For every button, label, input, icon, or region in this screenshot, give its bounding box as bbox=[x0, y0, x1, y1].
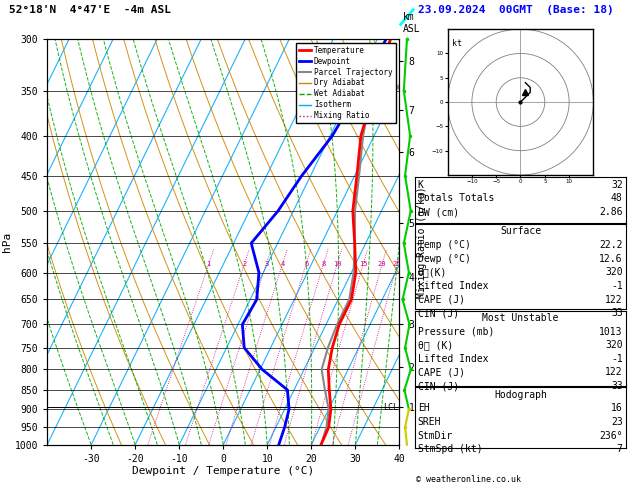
Text: CAPE (J): CAPE (J) bbox=[418, 295, 465, 305]
Text: 10: 10 bbox=[333, 261, 342, 267]
Text: 122: 122 bbox=[605, 295, 623, 305]
Text: Totals Totals: Totals Totals bbox=[418, 193, 494, 204]
Text: Lifted Index: Lifted Index bbox=[418, 354, 488, 364]
Text: Most Unstable: Most Unstable bbox=[482, 313, 559, 323]
Text: StmDir: StmDir bbox=[418, 431, 453, 441]
Text: 1: 1 bbox=[207, 261, 211, 267]
Text: CAPE (J): CAPE (J) bbox=[418, 367, 465, 378]
Text: 33: 33 bbox=[611, 308, 623, 318]
Text: Lifted Index: Lifted Index bbox=[418, 281, 488, 291]
Text: StmSpd (kt): StmSpd (kt) bbox=[418, 444, 482, 454]
Text: 25: 25 bbox=[393, 261, 401, 267]
Text: 22.2: 22.2 bbox=[599, 240, 623, 250]
Text: 52°18'N  4°47'E  -4m ASL: 52°18'N 4°47'E -4m ASL bbox=[9, 4, 172, 15]
Text: 236°: 236° bbox=[599, 431, 623, 441]
Text: 2.86: 2.86 bbox=[599, 207, 623, 217]
Text: 8: 8 bbox=[321, 261, 326, 267]
Text: 15: 15 bbox=[359, 261, 367, 267]
Text: 20: 20 bbox=[378, 261, 386, 267]
Text: CIN (J): CIN (J) bbox=[418, 308, 459, 318]
Text: θᴀ (K): θᴀ (K) bbox=[418, 340, 453, 350]
Text: -1: -1 bbox=[611, 354, 623, 364]
X-axis label: Dewpoint / Temperature (°C): Dewpoint / Temperature (°C) bbox=[132, 467, 314, 476]
Text: 16: 16 bbox=[611, 403, 623, 414]
Text: Temp (°C): Temp (°C) bbox=[418, 240, 470, 250]
Text: 7: 7 bbox=[617, 444, 623, 454]
Text: Surface: Surface bbox=[500, 226, 541, 237]
Text: 12.6: 12.6 bbox=[599, 254, 623, 264]
Text: 23: 23 bbox=[611, 417, 623, 427]
Text: Dewp (°C): Dewp (°C) bbox=[418, 254, 470, 264]
Text: 2: 2 bbox=[242, 261, 247, 267]
Y-axis label: hPa: hPa bbox=[2, 232, 12, 252]
Text: Hodograph: Hodograph bbox=[494, 390, 547, 400]
Text: θᴀ(K): θᴀ(K) bbox=[418, 267, 447, 278]
Y-axis label: Mixing Ratio (g/kg): Mixing Ratio (g/kg) bbox=[417, 186, 427, 297]
Text: 6: 6 bbox=[304, 261, 308, 267]
Legend: Temperature, Dewpoint, Parcel Trajectory, Dry Adiabat, Wet Adiabat, Isotherm, Mi: Temperature, Dewpoint, Parcel Trajectory… bbox=[296, 43, 396, 123]
Text: K: K bbox=[418, 180, 423, 190]
Text: Pressure (mb): Pressure (mb) bbox=[418, 327, 494, 337]
Text: 4: 4 bbox=[281, 261, 285, 267]
Text: 122: 122 bbox=[605, 367, 623, 378]
Text: -1: -1 bbox=[611, 281, 623, 291]
Text: 3: 3 bbox=[264, 261, 269, 267]
Text: 320: 320 bbox=[605, 267, 623, 278]
Text: PW (cm): PW (cm) bbox=[418, 207, 459, 217]
Text: LCL: LCL bbox=[383, 403, 398, 412]
Text: CIN (J): CIN (J) bbox=[418, 381, 459, 391]
Text: SREH: SREH bbox=[418, 417, 441, 427]
Text: km
ASL: km ASL bbox=[403, 13, 420, 34]
Text: 1013: 1013 bbox=[599, 327, 623, 337]
Text: 48: 48 bbox=[611, 193, 623, 204]
Text: EH: EH bbox=[418, 403, 430, 414]
Text: 33: 33 bbox=[611, 381, 623, 391]
Text: 32: 32 bbox=[611, 180, 623, 190]
Text: kt: kt bbox=[452, 39, 462, 48]
Text: 320: 320 bbox=[605, 340, 623, 350]
Text: © weatheronline.co.uk: © weatheronline.co.uk bbox=[416, 474, 521, 484]
Text: 23.09.2024  00GMT  (Base: 18): 23.09.2024 00GMT (Base: 18) bbox=[418, 4, 614, 15]
